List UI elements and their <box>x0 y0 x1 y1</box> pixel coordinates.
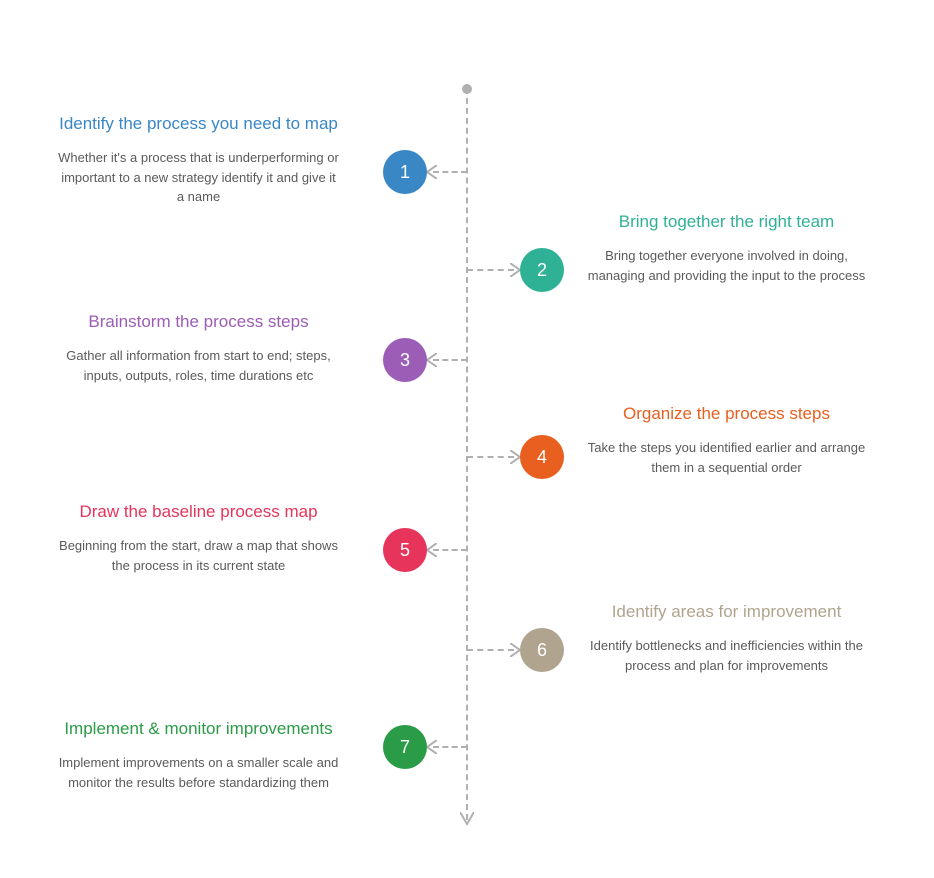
step-content: Implement & monitor improvements Implemen… <box>56 719 341 792</box>
step-description: Identify bottlenecks and inefficiencies … <box>584 636 869 675</box>
step-title: Identify areas for improvement <box>584 602 869 622</box>
step-badge-6: 6 <box>520 628 564 672</box>
step-badge-3: 3 <box>383 338 427 382</box>
step-title: Brainstorm the process steps <box>56 312 341 332</box>
connector-line <box>433 746 467 748</box>
step-content: Identify areas for improvement Identify b… <box>584 602 869 675</box>
step-description: Whether it's a process that is underperf… <box>56 148 341 207</box>
connector-line <box>433 171 467 173</box>
step-badge-5: 5 <box>383 528 427 572</box>
step-badge-4: 4 <box>520 435 564 479</box>
connector-line <box>467 649 514 651</box>
step-description: Gather all information from start to end… <box>56 346 341 385</box>
step-description: Bring together everyone involved in doin… <box>584 246 869 285</box>
timeline-diagram: 1 Identify the process you need to map Whe… <box>0 0 934 878</box>
step-content: Brainstorm the process steps Gather all i… <box>56 312 341 385</box>
connector-line <box>467 269 514 271</box>
step-description: Take the steps you identified earlier an… <box>584 438 869 477</box>
step-description: Implement improvements on a smaller scal… <box>56 753 341 792</box>
step-description: Beginning from the start, draw a map tha… <box>56 536 341 575</box>
step-content: Draw the baseline process map Beginning f… <box>56 502 341 575</box>
connector-line <box>433 359 467 361</box>
timeline-center-line <box>466 88 468 820</box>
step-content: Identify the process you need to map Whet… <box>56 114 341 207</box>
step-title: Identify the process you need to map <box>56 114 341 134</box>
step-badge-1: 1 <box>383 150 427 194</box>
step-title: Bring together the right team <box>584 212 869 232</box>
step-title: Implement & monitor improvements <box>56 719 341 739</box>
timeline-end-arrow <box>460 812 474 831</box>
step-badge-2: 2 <box>520 248 564 292</box>
step-content: Organize the process steps Take the steps… <box>584 404 869 477</box>
step-content: Bring together the right team Bring toget… <box>584 212 869 285</box>
connector-line <box>467 456 514 458</box>
connector-line <box>433 549 467 551</box>
step-title: Draw the baseline process map <box>56 502 341 522</box>
step-badge-7: 7 <box>383 725 427 769</box>
step-title: Organize the process steps <box>584 404 869 424</box>
